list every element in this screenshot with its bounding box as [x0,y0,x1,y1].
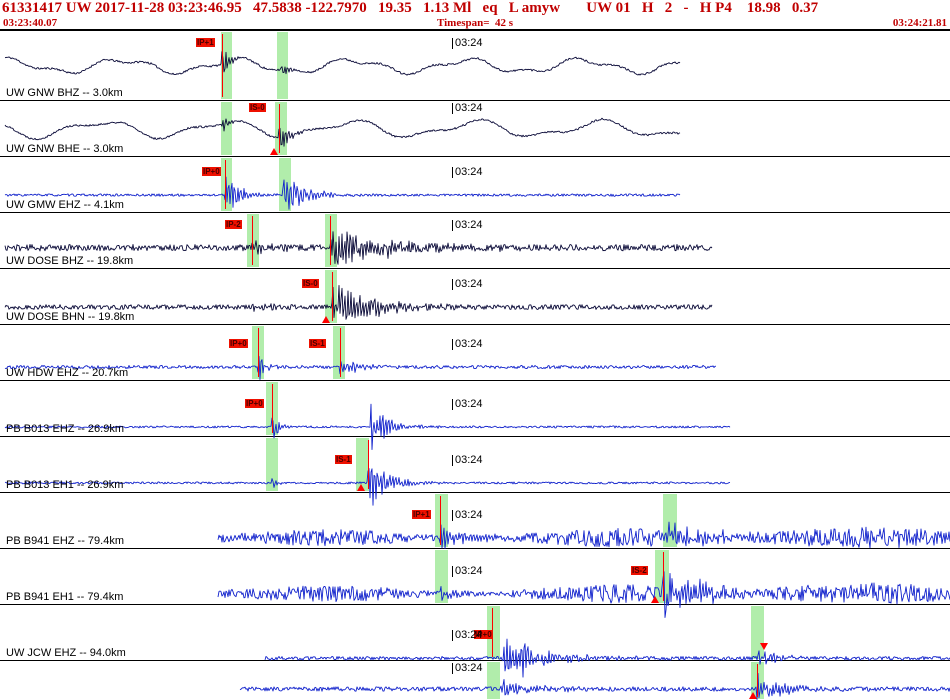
minute-label: 03:24 [452,339,483,350]
phase-pick-line[interactable] [252,216,253,265]
minute-label: 03:24 [452,510,483,521]
phase-window [487,606,500,659]
station-label: UW HDW EHZ -- 20.7km [6,367,129,379]
station-label: PB B941 EHZ -- 79.4km [6,535,124,547]
minute-label: 03:24 [452,399,483,410]
pick-triangle-icon[interactable] [760,643,768,650]
phase-pick-flag[interactable]: IS-0 [302,279,319,288]
trace-row: IP-2 03:24 UW DOSE BHZ -- 19.8km [0,212,950,268]
pick-triangle-icon[interactable] [322,316,330,323]
phase-pick-flag[interactable]: IP+0 [229,339,248,348]
phase-window [221,102,232,155]
phase-pick-line[interactable] [258,328,259,377]
phase-window [277,32,288,99]
phase-window [247,214,259,267]
minute-label: 03:24 [452,167,483,178]
pick-triangle-icon[interactable] [651,596,659,603]
phase-pick-line[interactable] [440,496,441,545]
station-label: PB B013 EHZ -- 26.9km [6,423,124,435]
station-label: UW JCW EHZ -- 94.0km [6,647,126,659]
station-label: PB B941 EH1 -- 79.4km [6,591,124,603]
pick-triangle-icon[interactable] [749,692,757,699]
trace-row: IP+0 03:24 UW JCW EHZ -- 94.0km [0,604,950,678]
waveform[interactable] [0,101,950,157]
minute-label: 03:24 [452,630,483,641]
trace-row: IS-0 03:24 UW GNW BHE -- 3.0km [0,100,950,156]
trace-row: IS-2 03:24 PB B941 EH1 -- 79.4km [0,548,950,618]
event-header: 61331417 UW 2017-11-28 03:23:46.95 47.58… [2,0,819,16]
station-label: UW GNW BHZ -- 3.0km [6,87,123,99]
trace-list: IP+1 03:24 UW GNW BHZ -- 3.0km IS-0 03:24 UW … [0,30,950,700]
phase-window [435,550,448,603]
waveform[interactable] [0,605,950,678]
minute-label: 03:24 [452,663,483,674]
phase-pick-flag[interactable]: IP+0 [474,630,493,639]
waveform[interactable] [0,437,950,506]
waveform[interactable] [0,661,950,700]
phase-window [266,438,278,491]
minute-label: 03:24 [452,38,483,49]
trace-row: IP+1 03:24 UW GNW BHZ -- 3.0km [0,30,950,100]
minute-label: 03:24 [452,279,483,290]
phase-pick-flag[interactable]: IS-1 [309,339,326,348]
minute-label: 03:24 [452,455,483,466]
phase-pick-line[interactable] [757,664,758,697]
phase-pick-flag[interactable]: IP+1 [196,38,215,47]
time-axis-header: 03:23:40.07 Timespan= 42 s 03:24:21.81 [0,17,950,30]
waveform[interactable] [0,325,950,381]
phase-pick-line[interactable] [272,384,273,433]
phase-pick-flag[interactable]: IS-0 [249,103,266,112]
station-label: PB B013 EH1 -- 26.9km [6,479,124,491]
trace-row: IS-1 03:24 PB B013 EH1 -- 26.9km [0,436,950,506]
timespan-label: Timespan= 42 s [436,17,514,29]
phase-pick-flag[interactable]: IS-1 [335,455,352,464]
phase-pick-flag[interactable]: IP+1 [412,510,431,519]
trace-row: IP+0 IS-1 03:24 UW HDW EHZ -- 20.7km [0,324,950,381]
station-label: UW DOSE BHZ -- 19.8km [6,255,134,267]
phase-pick-line[interactable] [340,328,341,377]
station-label: UW DOSE BHN -- 19.8km [6,311,135,323]
window-start-time: 03:23:40.07 [3,17,58,29]
phase-pick-line[interactable] [330,216,331,265]
trace-row: IP+0 03:24 UW GMW EHZ -- 4.1km [0,156,950,212]
waveform[interactable] [0,493,950,549]
phase-pick-line[interactable] [279,104,280,153]
pick-triangle-icon[interactable] [357,484,365,491]
minute-label: 03:24 [452,566,483,577]
phase-pick-line[interactable] [332,272,333,321]
phase-window [356,438,369,491]
trace-row: IP+0 03:24 PB B013 EHZ -- 26.9km [0,380,950,450]
phase-pick-flag[interactable]: IP-2 [225,220,242,229]
phase-pick-flag[interactable]: IP+0 [202,167,221,176]
phase-pick-line[interactable] [663,552,664,601]
pick-triangle-icon[interactable] [270,148,278,155]
phase-pick-line[interactable] [225,160,226,209]
phase-pick-flag[interactable]: IS-2 [631,566,648,575]
station-label: UW GMW EHZ -- 4.1km [6,199,124,211]
trace-row: IS-0 03:24 UW DOSE BHN -- 19.8km [0,268,950,324]
waveform[interactable] [0,31,950,101]
phase-window [435,494,448,547]
waveform[interactable] [0,157,950,213]
minute-label: 03:24 [452,220,483,231]
window-end-time: 03:24:21.81 [892,17,947,29]
waveform[interactable] [0,269,950,325]
phase-pick-line[interactable] [368,440,369,489]
phase-pick-flag[interactable]: IP+0 [245,399,264,408]
station-label: UW GNW BHE -- 3.0km [6,143,124,155]
waveform[interactable] [0,549,950,618]
waveform[interactable] [0,213,950,269]
phase-pick-line[interactable] [222,34,223,97]
minute-label: 03:24 [452,103,483,114]
trace-row: IP+1 03:24 PB B941 EHZ -- 79.4km [0,492,950,549]
waveform[interactable] [0,381,950,450]
trace-row: 03:24 [0,660,950,700]
